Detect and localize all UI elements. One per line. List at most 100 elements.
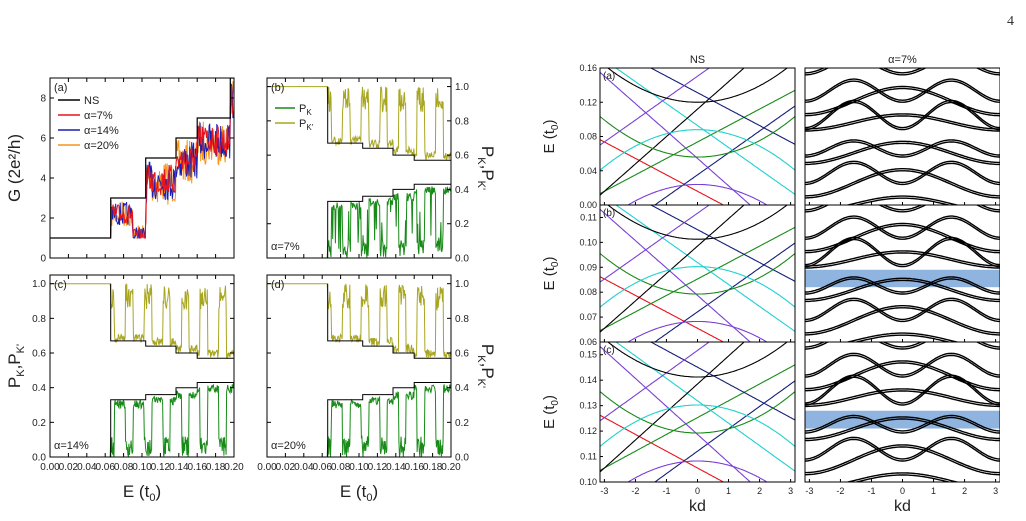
band-curve (607, 68, 789, 103)
band-curve (805, 354, 1000, 378)
energy-tick-label: 0.16 (579, 63, 597, 73)
band-row-tag-2: (c) (603, 345, 615, 356)
axis-title-sub: K (475, 157, 487, 165)
x-tick-label: 0.20 (224, 462, 244, 473)
band-curve (600, 276, 725, 342)
legend-label: α=20% (84, 140, 119, 152)
column-title-1: α=7% (888, 54, 917, 66)
band-curve (805, 414, 1000, 432)
band-curve (805, 160, 1000, 184)
energy-tick-label: 0.11 (580, 212, 597, 222)
axis-title-sub2: K' (15, 344, 27, 353)
band-curve (600, 266, 795, 308)
band-curve (607, 205, 789, 240)
band-curve (805, 68, 1000, 76)
y-tick-label: 0.6 (455, 151, 469, 162)
band-curve (805, 87, 1000, 117)
axis-title-close: ) (541, 257, 558, 262)
panel-b-tag: (b) (271, 82, 284, 94)
axis-title-sub2: K' (475, 181, 487, 190)
band-curve (600, 342, 711, 422)
energy-tick-label: 0.13 (579, 401, 597, 411)
k-tick-label: -2 (631, 486, 639, 496)
k-tick-label: 0 (695, 486, 700, 496)
band-curve (853, 197, 952, 205)
band-curve (653, 380, 795, 482)
band-curve (600, 68, 711, 146)
axis-title-close: ) (541, 120, 558, 125)
band-curve (805, 444, 1000, 474)
band-curve (805, 205, 1000, 211)
band-curve (805, 299, 1000, 323)
axis-title-main2: P (5, 353, 24, 364)
y-tick-label: 0.4 (455, 185, 469, 196)
axis-title-sep: , (478, 165, 497, 170)
band-curve (627, 183, 768, 205)
x-tick-label: 0.06 (312, 462, 332, 473)
reference-step-curve (110, 283, 234, 359)
band-curve (805, 224, 1000, 254)
x-tick-label: 0.10 (132, 462, 152, 473)
reference-step-curve (327, 86, 451, 161)
polarization-axis-title-c: PK,PK' (5, 344, 27, 388)
band-curve (805, 78, 1000, 101)
polarization-plot (267, 86, 451, 258)
pk-curve (267, 186, 451, 258)
axis-title-close: ) (541, 395, 558, 400)
band-panel-0-1 (805, 68, 1000, 205)
band-curve (853, 334, 952, 342)
axis-title-main: E (t (340, 482, 367, 501)
band-curve (600, 139, 725, 205)
y-tick-label: 1.0 (455, 82, 469, 93)
band-curve (845, 332, 960, 342)
k-tick-label: -1 (662, 486, 670, 496)
band-curve (805, 115, 1000, 132)
y-tick-label: 2 (40, 214, 46, 225)
band-curve (805, 215, 1000, 238)
x-tick-label: 0.18 (423, 462, 443, 473)
band-curve (845, 195, 960, 205)
band-curve (627, 320, 768, 342)
energy-tick-label: 0.14 (579, 375, 597, 385)
energy-tick-label: 0.04 (579, 166, 597, 176)
band-curve (600, 404, 795, 447)
band-curve (600, 116, 795, 158)
y-tick-label: 0.6 (455, 349, 469, 360)
axis-title-main: E (t (123, 482, 150, 501)
energy-tick-label: 0.10 (579, 237, 597, 247)
y-tick-label: 4 (40, 174, 46, 185)
reference-step-curve (327, 283, 451, 359)
y-tick-label: 6 (40, 134, 46, 145)
pk-curve (50, 382, 234, 457)
energy-tick-label: 0.11 (580, 452, 597, 462)
y-tick-label: 0.8 (32, 314, 46, 325)
band-curve (805, 446, 1000, 476)
axis-title-sub: 0 (550, 261, 561, 267)
band-panel-1-1 (805, 205, 1000, 342)
band-curve (805, 305, 1000, 334)
conductance-axis-title: G (2e²/h) (5, 134, 24, 202)
band-curve (805, 170, 1000, 199)
x-tick-label: 0.04 (77, 462, 97, 473)
band-curve (615, 205, 795, 332)
energy-tick-label: 0.07 (579, 312, 597, 322)
band-curve (805, 141, 1000, 158)
band-curve (805, 205, 1000, 213)
x-tick-label: 0.04 (294, 462, 314, 473)
x-tick-label: 0.02 (276, 462, 296, 473)
y-tick-label: 0.2 (455, 418, 469, 429)
y-tick-label: 0.0 (455, 254, 469, 265)
band-curve (805, 307, 1000, 336)
k-tick-label: 1 (931, 486, 936, 496)
y-tick-label: 0.2 (455, 219, 469, 230)
band-curve (615, 68, 795, 195)
x-tick-label: 0.02 (59, 462, 79, 473)
band-curve (600, 226, 795, 332)
axis-title-main2: P (478, 169, 497, 180)
y-tick-label: 0.6 (32, 349, 46, 360)
axis-title-sub2: K' (475, 379, 487, 388)
band-curve (805, 142, 1000, 166)
k-tick-label: 3 (993, 486, 998, 496)
band-curve (805, 416, 1000, 440)
band-curve (653, 242, 795, 342)
